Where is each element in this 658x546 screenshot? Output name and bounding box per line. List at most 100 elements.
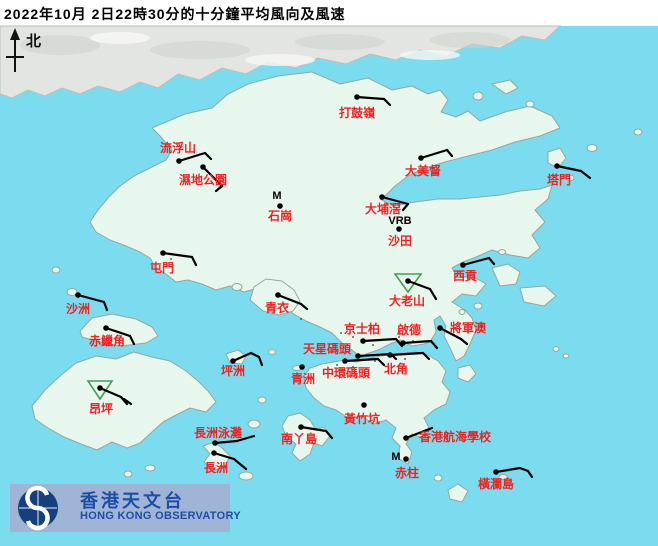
wind-barb-tai-mei-tuk <box>419 148 449 160</box>
islet <box>525 100 535 108</box>
wind-barb-north-point <box>421 351 431 361</box>
soko-islands <box>144 464 156 472</box>
wind-barb-tates-cairn <box>428 287 438 301</box>
station-dot-sha-chau <box>75 292 81 298</box>
soko-islands <box>123 470 133 478</box>
wind-barb-tuen-mun <box>161 251 194 259</box>
wind-barb-chek-lap-kok <box>128 334 136 346</box>
station-dot-cheung-chau <box>211 450 217 456</box>
wind-barb-tai-mei-tuk <box>445 148 454 158</box>
station-dot-wetland-park <box>200 164 206 170</box>
hko-logo-english-name: HONG KONG OBSERVATORY <box>80 510 241 522</box>
wind-barb-tai-po-kau <box>380 195 410 206</box>
station-dot-kings-park <box>360 338 366 344</box>
hong-kong-island <box>303 351 451 465</box>
station-dot-waglan-island <box>493 469 499 475</box>
wind-barb-tseung-kwan-o <box>459 337 469 346</box>
islet <box>433 474 443 482</box>
wind-barb-tuen-mun <box>190 255 198 267</box>
station-dot-shek-kong <box>277 203 283 209</box>
wind-barb-wetland-park <box>201 165 224 188</box>
wind-barb-star-ferry-pier <box>356 352 393 358</box>
hko-logo: 香港天文台 HONG KONG OBSERVATORY <box>10 484 241 532</box>
hei-ling-chau-island <box>247 419 261 429</box>
station-dot-kai-tak <box>400 340 406 346</box>
station-dot-sha-tin <box>396 226 402 232</box>
station-dot-tates-cairn <box>405 278 411 284</box>
wind-barb-sai-kung <box>461 256 491 267</box>
islet <box>562 353 570 359</box>
islet <box>472 91 484 101</box>
islet <box>586 144 598 152</box>
station-dot-tuen-mun <box>160 250 166 256</box>
wind-barb-cheung-chau <box>232 457 248 471</box>
station-dot-tai-mei-tuk <box>418 155 424 161</box>
lung-kwu-chau-island <box>51 266 61 274</box>
wind-barb-sai-kung <box>487 256 496 266</box>
station-dot-central-pier <box>342 358 348 364</box>
wind-barb-lamma-island <box>299 425 328 433</box>
station-dot-lamma-island <box>298 424 304 430</box>
wind-barb-peng-chau <box>257 355 264 367</box>
wind-barb-tsing-yi <box>299 302 309 311</box>
station-dot-stanley <box>403 456 409 462</box>
wind-barb-tap-mun <box>579 169 592 180</box>
north-arrow <box>6 28 24 72</box>
shenzhen-urban-area <box>0 25 562 99</box>
wind-barb-lamma-island <box>324 429 334 440</box>
islet <box>552 346 560 352</box>
station-dot-green-island <box>299 364 305 370</box>
wind-barb-tap-mun <box>555 164 583 173</box>
ma-wan-island <box>231 283 243 291</box>
station-dot-lau-fau-shan <box>176 158 182 164</box>
station-dot-tap-mun <box>554 163 560 169</box>
station-dot-ngong-ping <box>97 385 103 391</box>
station-dot-north-point <box>387 352 393 358</box>
lamma-island-shape <box>281 412 331 462</box>
wind-barb-peng-chau <box>231 351 253 363</box>
wind-barb-waglan-island <box>494 466 522 474</box>
wind-barb-waglan-island <box>518 466 530 473</box>
wind-barb-chek-lap-kok <box>104 326 132 338</box>
wind-barb-central-pier <box>343 357 380 363</box>
islet <box>458 309 466 315</box>
station-dot-star-ferry-pier <box>355 353 361 359</box>
waglan-islet <box>498 474 508 480</box>
wind-barb-waglan-island <box>526 469 534 479</box>
islet <box>633 128 643 136</box>
wind-barb-sha-chau <box>76 293 106 304</box>
page-title: 2022年10月 2日22時30分的十分鐘平均風向及風速 <box>4 6 346 22</box>
islet <box>498 249 506 255</box>
hko-logo-chinese-name: 香港天文台 <box>80 491 185 511</box>
wind-barb-tseung-kwan-o <box>438 326 463 341</box>
wind-barb-ngong-ping <box>98 386 123 399</box>
station-dot-sai-kung <box>460 262 466 268</box>
station-dot-chek-lap-kok <box>103 325 109 331</box>
wind-barb-kings-park <box>361 337 398 343</box>
tung-lung-island <box>457 364 477 383</box>
hko-logo-graphic <box>10 484 230 532</box>
sha-chau-island <box>66 288 78 296</box>
wind-barb-ngong-ping <box>119 395 129 406</box>
wind-barb-sha-chau <box>102 300 109 312</box>
station-dot-ta-kwu-ling <box>354 94 360 100</box>
shek-kwu-chau-island <box>238 471 254 481</box>
wind-barb-hk-sea-school <box>404 426 434 440</box>
wind-barb-tates-cairn <box>406 279 432 291</box>
wind-barb-kai-tak <box>429 339 439 350</box>
station-dot-tseung-kwan-o <box>437 325 443 331</box>
islet <box>257 396 267 404</box>
station-dot-wong-chuk-hang <box>361 402 367 408</box>
wind-barb-peng-chau <box>249 351 261 359</box>
station-dot-hk-sea-school <box>403 435 409 441</box>
airport-island <box>79 313 159 347</box>
islet <box>473 302 483 310</box>
wind-barb-kai-tak <box>401 339 433 345</box>
mirs-bay-island <box>491 79 519 95</box>
wind-barb-ta-kwu-ling <box>382 97 392 107</box>
station-dot-cheung-chau-beach <box>212 440 218 446</box>
station-dot-tsing-yi <box>275 292 281 298</box>
